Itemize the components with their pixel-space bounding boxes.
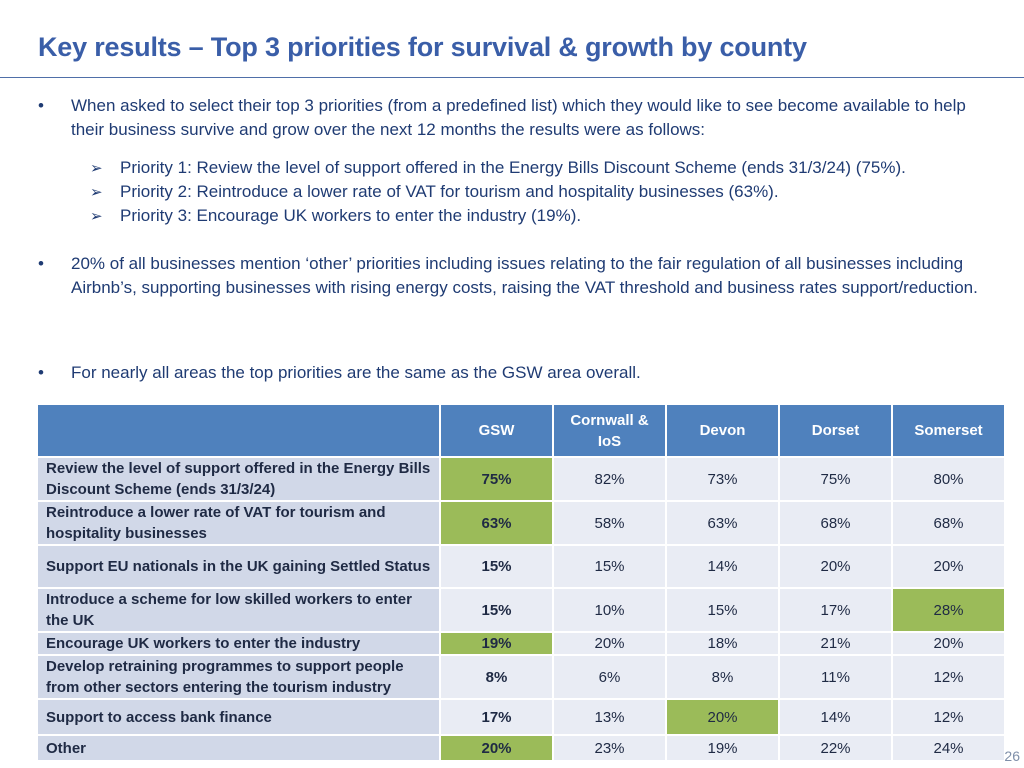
table-cell: 14% (778, 698, 893, 736)
table-cell: 17% (778, 587, 893, 633)
bullet-areas-text: For nearly all areas the top priorities … (71, 363, 641, 382)
bullet-other-text: 20% of all businesses mention ‘other’ pr… (71, 254, 978, 297)
table-body: Review the level of support offered in t… (36, 456, 1006, 762)
row-label: Review the level of support offered in t… (36, 456, 441, 502)
table-cell: 20% (891, 631, 1006, 656)
bullet-dot-icon: • (38, 254, 44, 273)
arrow-bullet-icon: ➢ (90, 184, 103, 201)
col-header-cornwall: Cornwall & IoS (552, 403, 667, 458)
table-cell: 8% (665, 654, 780, 700)
row-label: Develop retraining programmes to support… (36, 654, 441, 700)
table-cell: 12% (891, 654, 1006, 700)
table-cell: 19% (439, 631, 554, 656)
table-row: Support to access bank finance 17% 13% 20% 1… (36, 698, 1006, 736)
table-cell: 8% (439, 654, 554, 700)
table-cell: 20% (552, 631, 667, 656)
sub-bullet-text: Priority 1: Review the level of support … (120, 158, 906, 177)
table-cell: 28% (891, 587, 1006, 633)
table-cell: 15% (665, 587, 780, 633)
table-row: Introduce a scheme for low skilled worke… (36, 587, 1006, 633)
table-row: Review the level of support offered in t… (36, 456, 1006, 502)
table-row: Develop retraining programmes to support… (36, 654, 1006, 700)
table-cell: 82% (552, 456, 667, 502)
bullet-intro-text: When asked to select their top 3 priorit… (71, 96, 966, 139)
results-table: GSW Cornwall & IoS Devon Dorset Somerset… (36, 403, 1006, 762)
table-cell: 75% (439, 456, 554, 502)
bullet-dot-icon: • (38, 363, 44, 382)
table-cell: 22% (778, 734, 893, 762)
table-cell: 13% (552, 698, 667, 736)
table-cell: 14% (665, 544, 780, 589)
table-cell: 21% (778, 631, 893, 656)
title-divider (0, 77, 1024, 78)
page-title: Key results – Top 3 priorities for survi… (38, 32, 807, 62)
row-label: Support EU nationals in the UK gaining S… (36, 544, 441, 589)
table-cell: 73% (665, 456, 780, 502)
table-cell: 20% (891, 544, 1006, 589)
arrow-bullet-icon: ➢ (90, 160, 103, 177)
table-cell: 63% (665, 500, 780, 546)
table-cell: 15% (439, 544, 554, 589)
table-cell: 23% (552, 734, 667, 762)
table-cell: 15% (552, 544, 667, 589)
row-label: Other (36, 734, 441, 762)
table-cell: 15% (439, 587, 554, 633)
table-cell: 58% (552, 500, 667, 546)
table-cell: 63% (439, 500, 554, 546)
col-header-dorset: Dorset (778, 403, 893, 458)
table-cell: 6% (552, 654, 667, 700)
table-cell: 18% (665, 631, 780, 656)
table-cell: 11% (778, 654, 893, 700)
sub-bullet-priority-2: ➢ Priority 2: Reintroduce a lower rate of… (90, 180, 779, 205)
table-row: Other 20% 23% 19% 22% 24% (36, 734, 1006, 762)
table-row: Reintroduce a lower rate of VAT for tour… (36, 500, 1006, 546)
table-cell: 20% (778, 544, 893, 589)
sub-bullet-text: Priority 3: Encourage UK workers to ente… (120, 206, 582, 225)
table-cell: 80% (891, 456, 1006, 502)
table-cell: 68% (778, 500, 893, 546)
arrow-bullet-icon: ➢ (90, 208, 103, 225)
table-cell: 75% (778, 456, 893, 502)
row-label: Support to access bank finance (36, 698, 441, 736)
table-cell: 24% (891, 734, 1006, 762)
sub-bullet-text: Priority 2: Reintroduce a lower rate of … (120, 182, 779, 201)
table-cell: 12% (891, 698, 1006, 736)
page-number: 26 (1004, 748, 1020, 764)
table-cell: 20% (439, 734, 554, 762)
table-cell: 68% (891, 500, 1006, 546)
row-label: Introduce a scheme for low skilled worke… (36, 587, 441, 633)
table-row: Encourage UK workers to enter the indust… (36, 631, 1006, 656)
col-header-devon: Devon (665, 403, 780, 458)
sub-bullet-priority-3: ➢ Priority 3: Encourage UK workers to ent… (90, 204, 581, 229)
row-label: Encourage UK workers to enter the indust… (36, 631, 441, 656)
table-cell: 20% (665, 698, 780, 736)
sub-bullet-priority-1: ➢ Priority 1: Review the level of support… (90, 156, 906, 181)
table-cell: 17% (439, 698, 554, 736)
table-row: Support EU nationals in the UK gaining S… (36, 544, 1006, 589)
table-cell: 19% (665, 734, 780, 762)
col-header-somerset: Somerset (891, 403, 1006, 458)
col-header-gsw: GSW (439, 403, 554, 458)
row-label: Reintroduce a lower rate of VAT for tour… (36, 500, 441, 546)
table-cell: 10% (552, 587, 667, 633)
table-header-row: GSW Cornwall & IoS Devon Dorset Somerset (36, 403, 1006, 458)
bullet-dot-icon: • (38, 96, 44, 115)
table-header-blank (36, 403, 441, 458)
